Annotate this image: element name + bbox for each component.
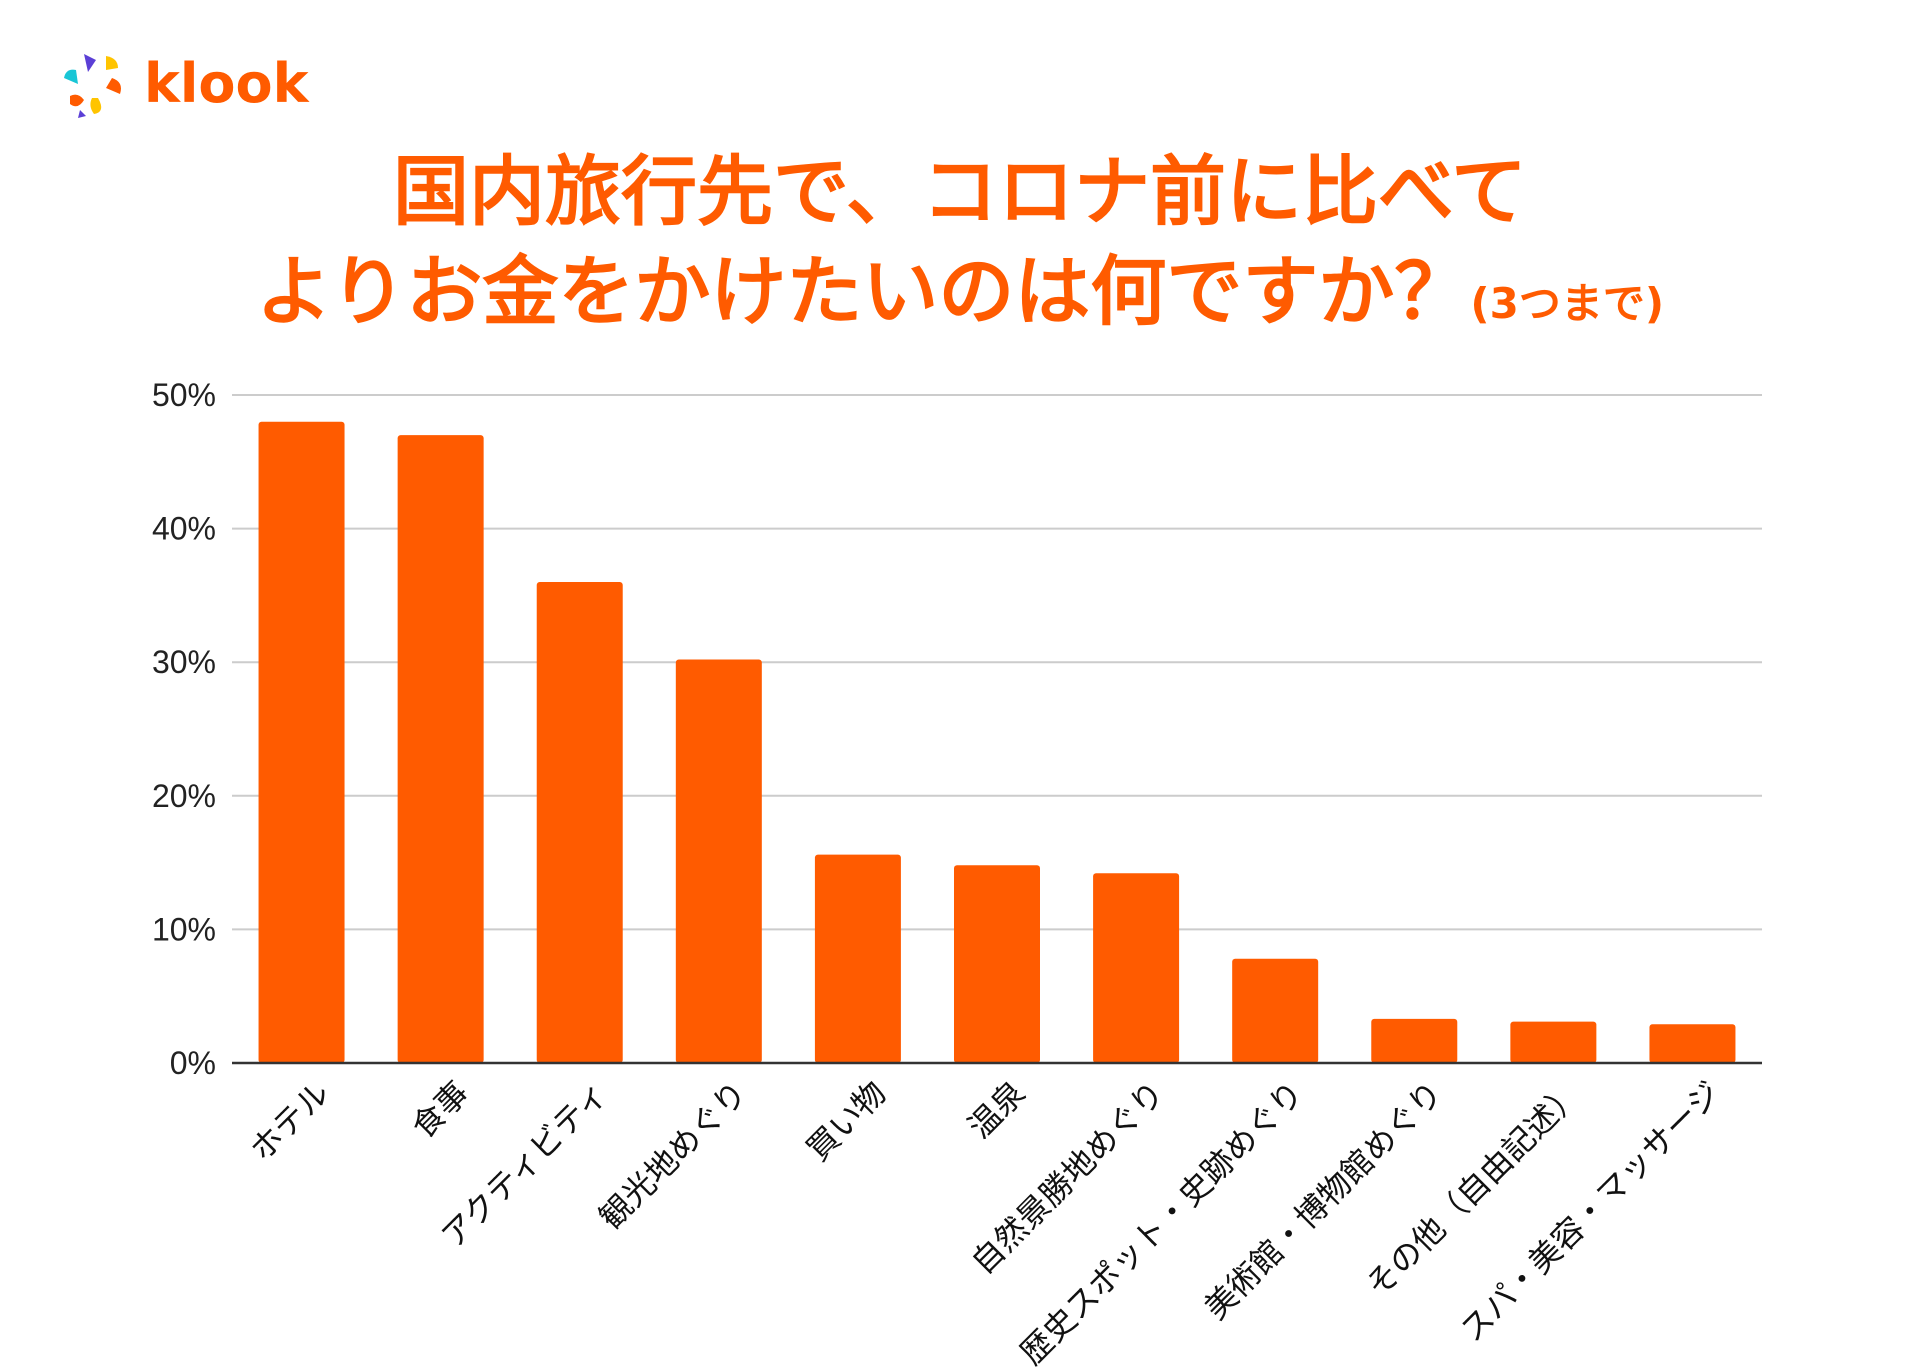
y-tick-label: 40% [152, 511, 216, 547]
bar [1649, 1024, 1736, 1063]
y-tick-label: 30% [152, 644, 216, 680]
bar [1510, 1021, 1597, 1063]
x-category-label: スパ・美容・マッサージ [1453, 1074, 1728, 1349]
chart-title-line-2-text: よりお金をかけたいのは何ですか？ [255, 247, 1471, 336]
klook-logo: klook [58, 48, 309, 120]
x-category-label: ホテル [242, 1074, 337, 1169]
bar [814, 854, 901, 1063]
bar [1232, 958, 1319, 1063]
x-category-label: 食事 [404, 1074, 476, 1146]
x-category-label: 歴史スポット・史跡めぐり [1012, 1074, 1310, 1370]
y-tick-label: 50% [152, 377, 216, 413]
klook-logo-text: klook [144, 52, 309, 115]
x-category-label: 観光地めぐり [592, 1074, 755, 1237]
x-category-label: 買い物 [799, 1074, 894, 1169]
chart-title-line-2: よりお金をかけたいのは何ですか？(3つまで) [0, 242, 1920, 354]
y-tick-label: 10% [152, 911, 216, 947]
y-tick-label: 20% [152, 778, 216, 814]
x-category-label: 温泉 [961, 1074, 1033, 1146]
bar [1371, 1018, 1458, 1063]
bar [258, 421, 345, 1064]
chart-title-line-1: 国内旅行先で、コロナ前に比べて [393, 147, 1527, 236]
chart-bars [258, 421, 1736, 1064]
bar [536, 582, 623, 1063]
bar [397, 435, 484, 1064]
y-axis-tick-labels: 0% 10% 20% 30% 40% 50% [152, 377, 216, 1081]
chart-title-note: (3つまで) [1470, 279, 1665, 328]
x-category-label: 美術館・博物館めぐり [1197, 1074, 1450, 1327]
y-tick-label: 0% [170, 1045, 216, 1081]
bar [675, 659, 762, 1063]
bar [1093, 873, 1180, 1063]
bar [954, 865, 1040, 1063]
chart-title: 国内旅行先で、コロナ前に比べて よりお金をかけたいのは何ですか？(3つまで) [0, 142, 1920, 354]
klook-logo-icon [64, 54, 121, 118]
